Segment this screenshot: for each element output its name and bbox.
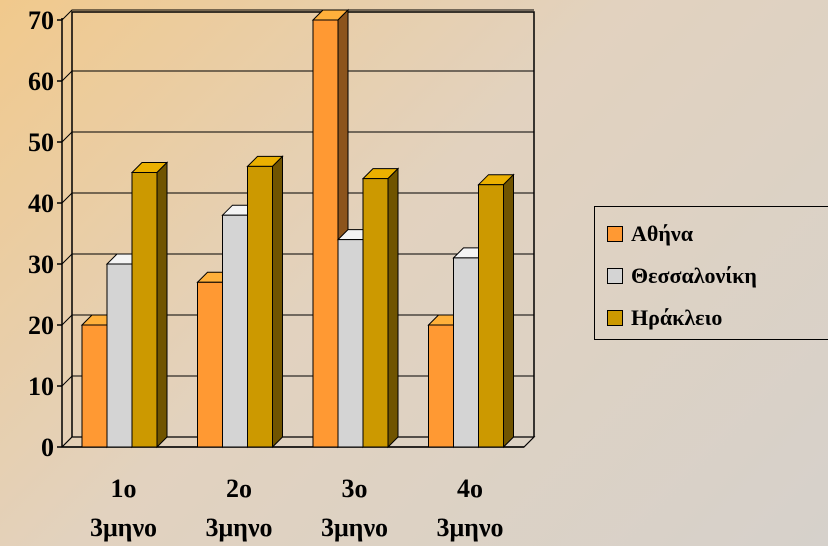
legend-label-thessaloniki: Θεσσαλονίκη xyxy=(631,263,757,288)
bar xyxy=(106,263,133,448)
legend-label-athens: Αθήνα xyxy=(631,221,693,246)
legend-swatch-thessaloniki xyxy=(607,268,623,284)
chart-legend: Αθήνα Θεσσαλονίκη Ηράκλειο xyxy=(594,206,828,340)
bar xyxy=(478,184,504,448)
x-tick-label: 3μηνο xyxy=(205,513,272,542)
bar xyxy=(362,178,389,448)
y-tick-label: 40 xyxy=(28,189,54,218)
bar xyxy=(81,324,108,448)
bar-side xyxy=(156,161,168,449)
bar-side xyxy=(272,155,283,449)
x-tick-label: 3μηνο xyxy=(436,513,503,542)
bar xyxy=(453,257,479,448)
gridline xyxy=(61,70,534,82)
chart-back-wall xyxy=(71,11,535,437)
legend-label-heraklion: Ηράκλειο xyxy=(631,305,723,330)
y-tick-label: 10 xyxy=(28,372,54,401)
bar-side xyxy=(387,167,399,449)
x-tick-label: 1ο xyxy=(111,474,137,503)
y-tick-label: 50 xyxy=(28,128,54,157)
gridline xyxy=(61,131,534,143)
y-tick-label: 60 xyxy=(28,67,54,96)
legend-swatch-heraklion xyxy=(607,310,623,326)
bar xyxy=(247,165,273,448)
bar xyxy=(197,281,223,448)
y-tick-label: 0 xyxy=(41,433,54,462)
bar xyxy=(337,239,364,448)
x-tick-label: 4ο xyxy=(457,474,483,503)
x-tick-label: 3ο xyxy=(342,474,368,503)
bar xyxy=(131,172,158,448)
bar xyxy=(222,214,248,448)
y-tick-label: 70 xyxy=(28,6,54,35)
bar xyxy=(312,19,339,448)
x-tick-label: 3μηνο xyxy=(90,513,157,542)
y-tick-label: 20 xyxy=(28,311,54,340)
bar-side xyxy=(503,173,514,449)
legend-swatch-athens xyxy=(607,226,623,242)
legend-item-thessaloniki: Θεσσαλονίκη xyxy=(607,263,757,289)
gridline xyxy=(61,9,534,21)
x-tick-label: 3μηνο xyxy=(321,513,388,542)
legend-item-heraklion: Ηράκλειο xyxy=(607,305,722,331)
x-tick-label: 2ο xyxy=(226,474,252,503)
bar xyxy=(428,324,454,448)
legend-item-athens: Αθήνα xyxy=(607,221,693,247)
y-tick-label: 30 xyxy=(28,250,54,279)
